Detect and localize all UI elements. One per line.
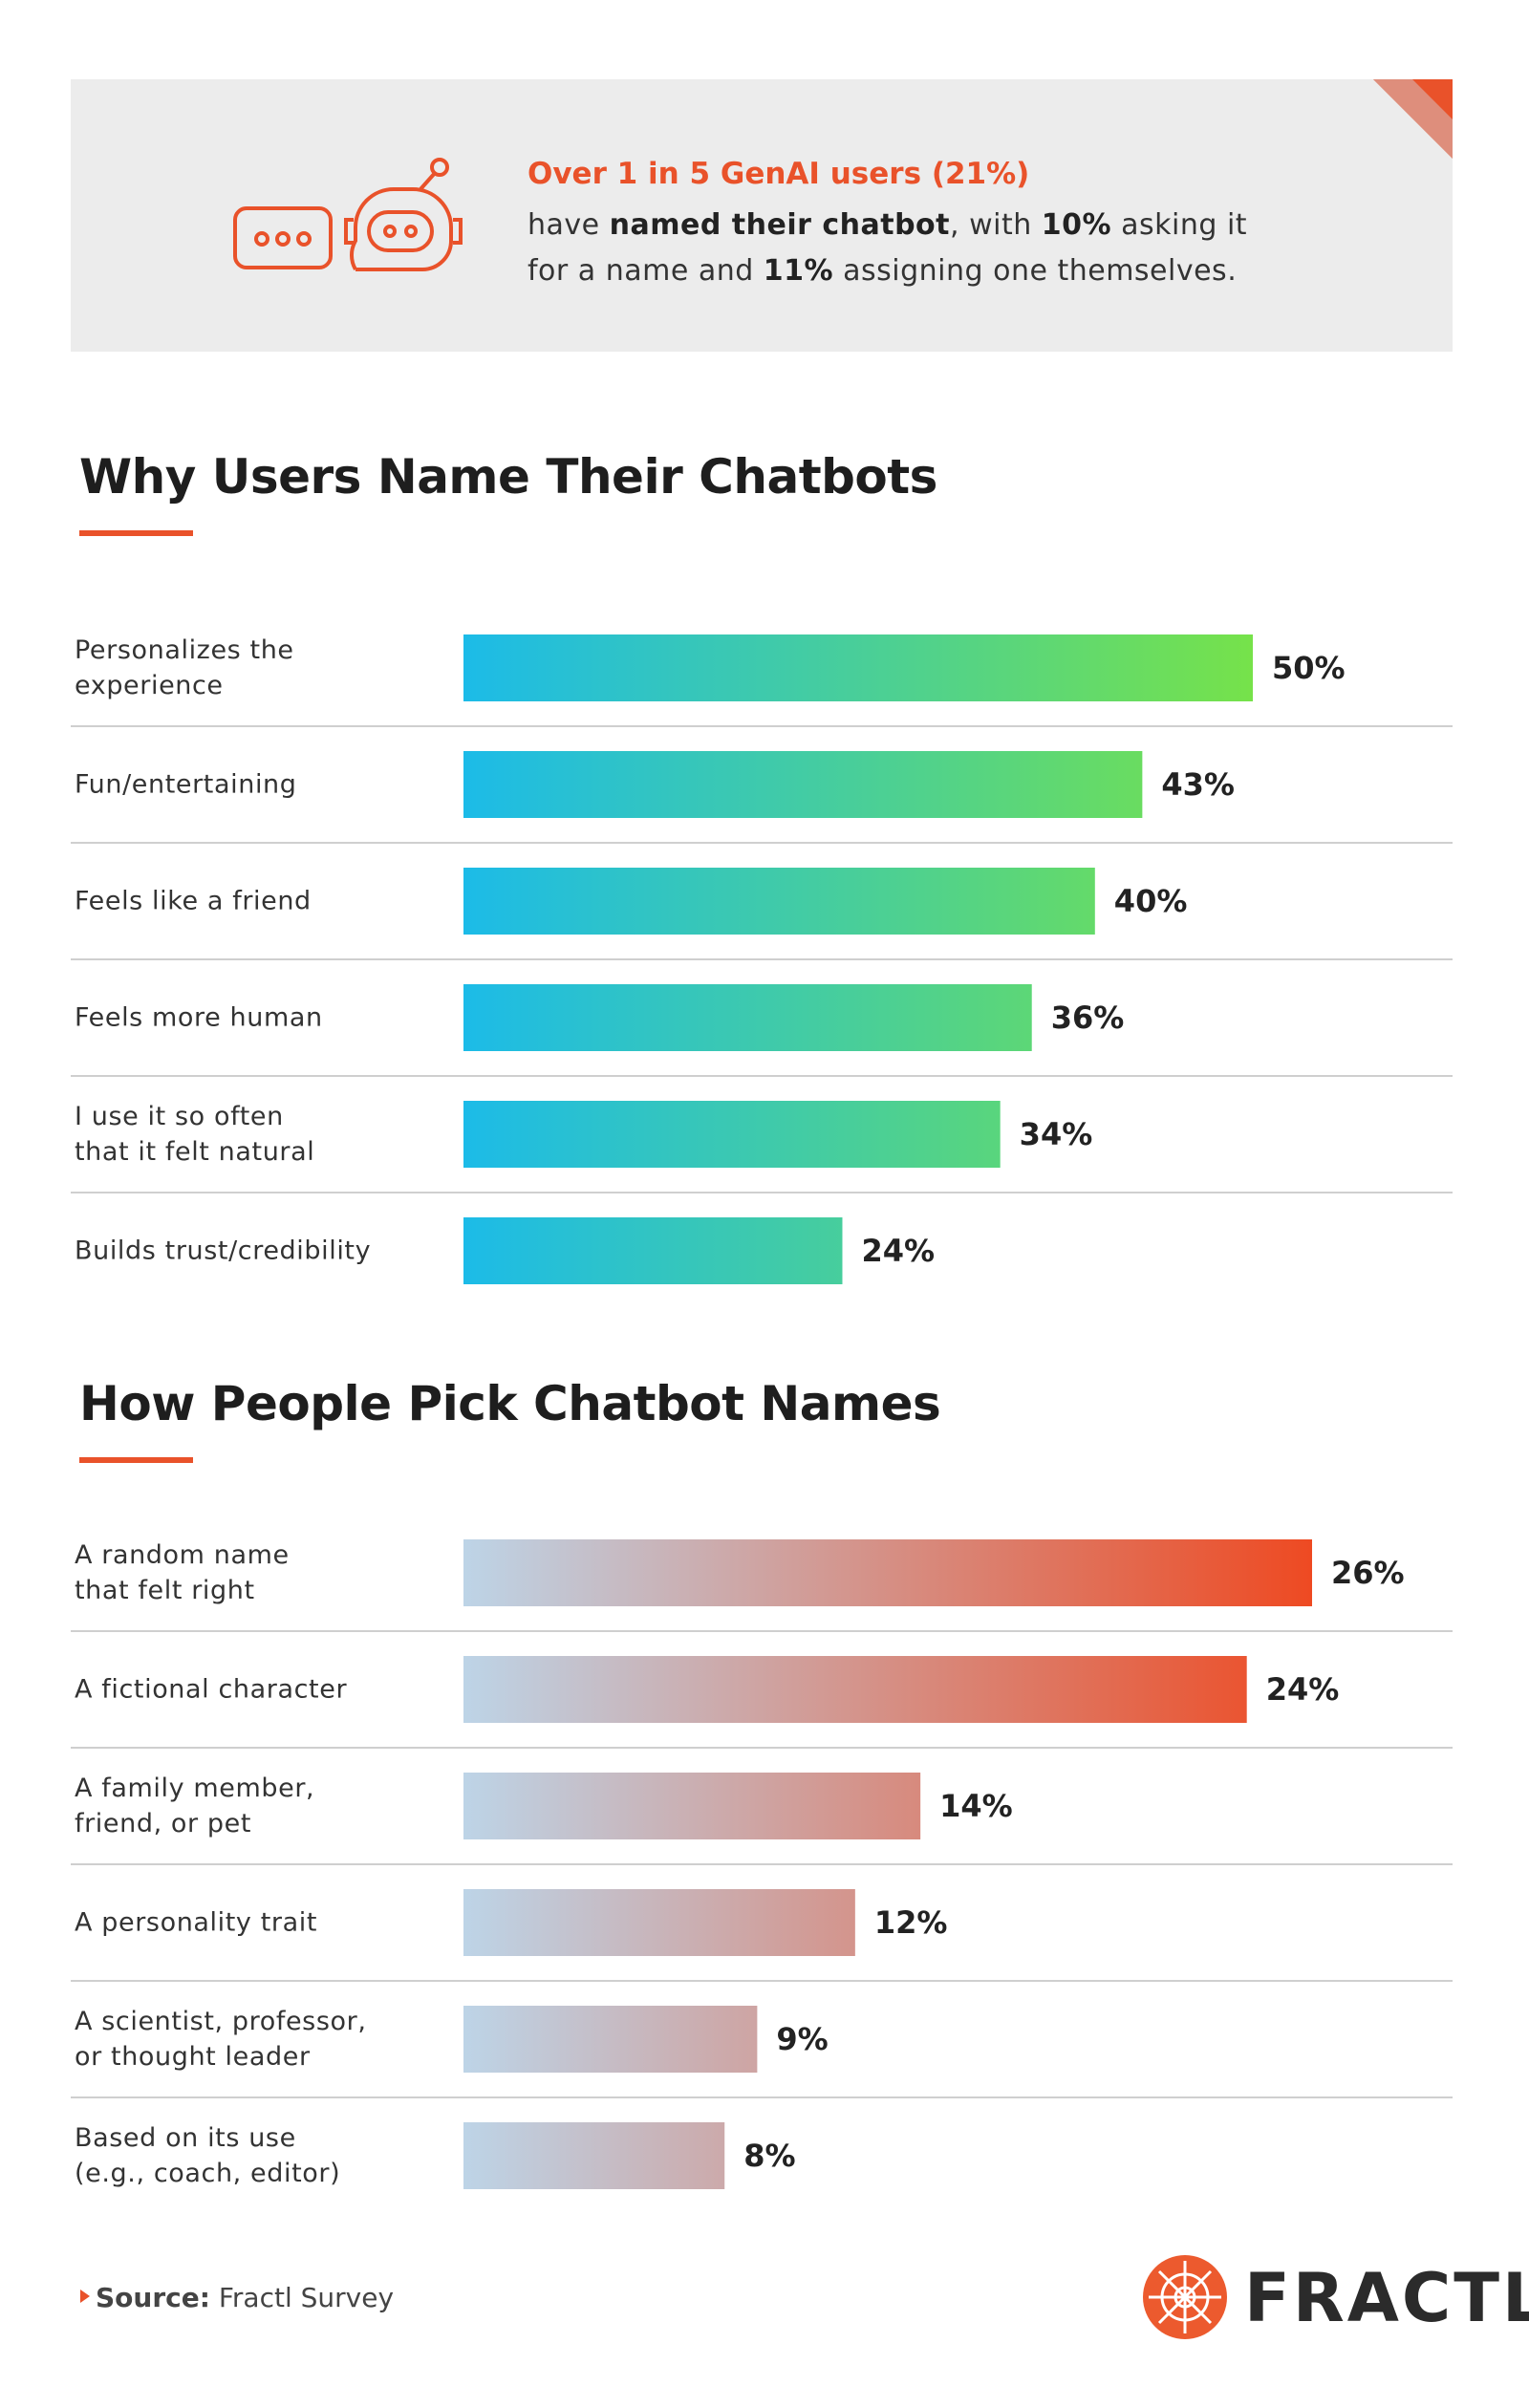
value-label: 9% bbox=[776, 2021, 829, 2057]
source-text: Fractl Survey bbox=[218, 2282, 395, 2313]
body-bold: 10% bbox=[1041, 208, 1112, 242]
value-label: 24% bbox=[1265, 1671, 1340, 1708]
value-label: 43% bbox=[1161, 766, 1235, 803]
body-text: assigning one themselves. bbox=[833, 254, 1238, 288]
banner-body: have named their chatbot, with 10% askin… bbox=[528, 203, 1292, 294]
category-label: Builds trust/credibility bbox=[75, 1236, 372, 1266]
body-bold: named their chatbot bbox=[609, 208, 951, 242]
bar bbox=[463, 1773, 921, 1839]
category-label: A random name that felt right bbox=[75, 1540, 290, 1605]
category-label: Fun/entertaining bbox=[75, 769, 297, 800]
category-label: I use it so often that it felt natural bbox=[75, 1102, 315, 1167]
title-underline bbox=[79, 530, 193, 536]
chart-title: How People Pick Chatbot Names bbox=[79, 1376, 941, 1431]
category-label: Feels like a friend bbox=[75, 886, 312, 916]
value-label: 14% bbox=[939, 1788, 1013, 1824]
bar bbox=[463, 1101, 1001, 1168]
bar bbox=[463, 984, 1032, 1051]
logo-mark bbox=[1143, 2255, 1227, 2339]
value-label: 36% bbox=[1050, 1000, 1125, 1036]
body-text: have bbox=[528, 208, 610, 242]
category-label: Feels more human bbox=[75, 1002, 323, 1033]
source: Source: Fractl Survey bbox=[96, 2282, 394, 2313]
value-label: 12% bbox=[873, 1904, 948, 1941]
bar bbox=[463, 2122, 725, 2189]
category-label: A fictional character bbox=[75, 1674, 348, 1705]
banner-bg bbox=[71, 79, 1453, 352]
value-label: 50% bbox=[1272, 650, 1346, 686]
value-label: 34% bbox=[1019, 1116, 1093, 1152]
bar bbox=[463, 2006, 758, 2073]
robot-icon bbox=[233, 158, 463, 271]
corner-fade bbox=[1373, 79, 1453, 159]
banner-headline: Over 1 in 5 GenAI users (21%) bbox=[528, 157, 1030, 191]
category-label: A family member, friend, or pet bbox=[75, 1774, 315, 1838]
bar bbox=[463, 1889, 855, 1956]
bar bbox=[463, 1539, 1312, 1606]
body-text: , with bbox=[950, 208, 1042, 242]
category-label: A scientist, professor, or thought leade… bbox=[75, 2007, 367, 2072]
bar bbox=[463, 751, 1143, 818]
source-marker bbox=[80, 2290, 90, 2303]
category-label: Personalizes the experience bbox=[75, 635, 294, 700]
value-label: 8% bbox=[743, 2138, 796, 2174]
value-label: 40% bbox=[1113, 883, 1188, 919]
bar bbox=[463, 868, 1095, 935]
category-label: A personality trait bbox=[75, 1907, 318, 1938]
logo-text: FRACTL bbox=[1244, 2259, 1529, 2337]
source-label: Source: bbox=[96, 2282, 210, 2313]
body-bold: 11% bbox=[763, 254, 834, 288]
value-label: 26% bbox=[1331, 1555, 1405, 1591]
bar bbox=[463, 1656, 1247, 1723]
bar bbox=[463, 1217, 843, 1284]
body-text: asking it for a name and bbox=[528, 208, 1248, 288]
title-underline bbox=[79, 1457, 193, 1463]
category-label: Based on its use (e.g., coach, editor) bbox=[75, 2123, 341, 2188]
value-label: 24% bbox=[861, 1233, 936, 1269]
chart-title: Why Users Name Their Chatbots bbox=[79, 449, 937, 505]
bar bbox=[463, 634, 1253, 701]
